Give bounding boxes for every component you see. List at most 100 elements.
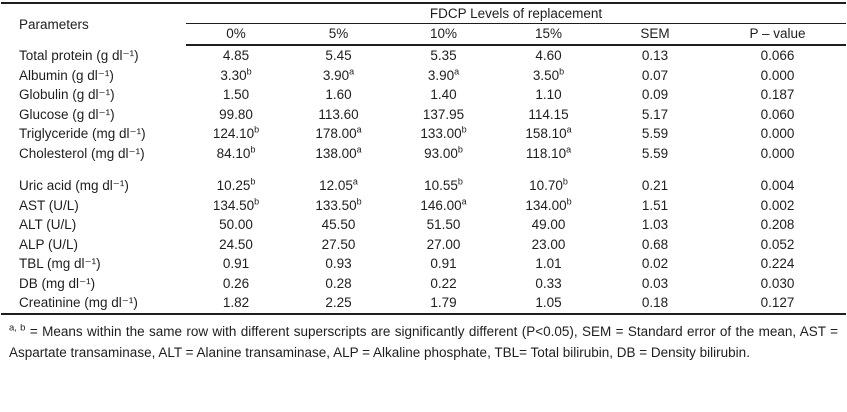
value-cell: 1.79	[391, 293, 496, 314]
value-cell: 0.68	[601, 235, 709, 255]
value-cell: 133.00b	[391, 124, 496, 144]
cell-value: 5.59	[641, 145, 669, 161]
cell-value: 178.00	[315, 126, 357, 141]
cell-value: 114.15	[528, 106, 569, 122]
value-cell: 0.000	[709, 144, 846, 164]
significance-superscript: b	[254, 124, 260, 135]
cell-value: 24.50	[219, 236, 253, 252]
biochemistry-table: Parameters FDCP Levels of replacement 0%…	[1, 2, 847, 315]
cell-value: 0.052	[760, 236, 795, 252]
cell-value: 0.68	[641, 236, 669, 252]
table-row: Creatinine (mg dl⁻¹) 1.82 2.25 1.79 1.05 0.18…	[1, 293, 846, 314]
value-cell: 0.127	[709, 293, 846, 314]
value-cell: 178.00a	[286, 124, 391, 144]
value-cell: 0.030	[709, 274, 846, 294]
cell-value: 0.02	[641, 256, 669, 271]
row-parameter-label: AST (U/L)	[19, 197, 79, 213]
value-cell: 99.80	[186, 105, 286, 125]
footnote-superscript-prefix: a, b	[9, 322, 26, 333]
row-parameter-label: Total protein (g dl⁻¹)	[19, 47, 139, 63]
significance-superscript: b	[457, 176, 463, 187]
value-cell: 10.70b	[496, 176, 601, 196]
value-cell: 2.25	[286, 293, 391, 314]
significance-superscript: a	[356, 144, 362, 154]
cell-value: 0.21	[641, 178, 669, 193]
row-parameter-label: Glucose (g dl⁻¹)	[19, 106, 115, 122]
value-cell: 114.15	[496, 105, 601, 125]
fdcp-levels-spanner-header: FDCP Levels of replacement	[186, 3, 847, 24]
row-parameter-label: Albumin (g dl⁻¹)	[19, 67, 114, 83]
table-row: Glucose (g dl⁻¹) 99.80 113.60 137.95 114.15 5…	[1, 105, 846, 125]
value-cell: 5.59	[601, 124, 709, 144]
column-header-10pct: 10%	[391, 23, 496, 46]
cell-value: 0.93	[325, 256, 352, 271]
cell-value: 133.00	[420, 126, 462, 141]
significance-superscript: a	[356, 124, 362, 135]
cell-value: 93.00	[424, 145, 458, 161]
cell-value: 3.30	[220, 67, 247, 83]
cell-value: 12.05	[319, 178, 353, 193]
cell-value: 0.000	[760, 67, 795, 83]
row-parameter-label: TBL (mg dl⁻¹)	[19, 256, 101, 271]
cell-value: 0.187	[760, 87, 795, 102]
value-cell: 45.50	[286, 215, 391, 235]
cell-value: 0.060	[760, 106, 795, 122]
cell-value: 10.25	[216, 178, 251, 193]
cell-value: 5.45	[325, 48, 352, 63]
value-cell: 0.26	[186, 274, 286, 294]
value-cell: 5.45	[286, 45, 391, 66]
value-cell: 10.55b	[391, 176, 496, 196]
cell-value: 4.60	[535, 48, 562, 63]
significance-superscript: b	[457, 144, 463, 154]
cell-value: 0.127	[760, 295, 795, 310]
cell-value: 10.70	[529, 178, 563, 193]
value-cell: 138.00a	[286, 144, 391, 164]
row-parameter-label: Creatinine (mg dl⁻¹)	[19, 295, 138, 310]
value-cell: 1.51	[601, 196, 709, 216]
cell-value: 0.91	[222, 256, 250, 271]
cell-value: 158.10	[525, 126, 567, 141]
significance-superscript: b	[246, 66, 252, 76]
value-cell: 118.10a	[496, 144, 601, 164]
cell-value: 1.10	[535, 87, 562, 102]
table-page: Parameters FDCP Levels of replacement 0%…	[1, 0, 847, 364]
cell-value: 0.91	[430, 256, 457, 271]
value-cell: 1.50	[186, 85, 286, 105]
value-cell: 0.224	[709, 254, 846, 274]
footnote-text: = Means within the same row with differe…	[9, 323, 838, 361]
row-parameter-label: ALT (U/L)	[19, 217, 77, 232]
value-cell: 0.060	[709, 105, 846, 125]
cell-value: 134.50	[212, 197, 255, 213]
table-row: ALP (U/L) 24.50 27.50 27.00 23.00 0.68 0.052	[1, 235, 846, 255]
cell-value: 2.25	[325, 295, 352, 310]
value-cell: 5.35	[391, 45, 496, 66]
value-cell: 24.50	[186, 235, 286, 255]
value-cell: 0.93	[286, 254, 391, 274]
table-row: Albumin (g dl⁻¹) 3.30b 3.90a 3.90a 3.50b 0.07…	[1, 66, 846, 86]
value-cell: 12.05a	[286, 176, 391, 196]
cell-value: 1.40	[430, 87, 457, 102]
value-cell: 133.50b	[286, 196, 391, 216]
significance-superscript: b	[356, 196, 362, 206]
value-cell: 0.07	[601, 66, 709, 86]
value-cell: 1.05	[496, 293, 601, 314]
cell-value: 134.00	[525, 197, 567, 213]
table-row: Globulin (g dl⁻¹) 1.50 1.60 1.40 1.10 0.09 0.1…	[1, 85, 846, 105]
cell-value: 0.13	[641, 48, 669, 63]
value-cell: 23.00	[496, 235, 601, 255]
value-cell: 0.004	[709, 176, 846, 196]
cell-value: 0.002	[760, 197, 795, 213]
value-cell: 0.000	[709, 66, 846, 86]
value-cell: 3.90a	[391, 66, 496, 86]
value-cell: 0.22	[391, 274, 496, 294]
header-columns-row: 0% 5% 10% 15% SEM P – value	[1, 23, 847, 46]
value-cell: 0.13	[601, 45, 709, 66]
table-row: Cholesterol (mg dl⁻¹) 84.10b 138.00a 93.00b…	[1, 144, 846, 164]
cell-value: 99.80	[219, 106, 253, 122]
significance-superscript: a	[566, 144, 572, 154]
cell-value: 50.00	[219, 217, 253, 232]
cell-value: 3.90	[322, 67, 350, 83]
cell-value: 137.95	[422, 106, 465, 122]
parameters-column-header: Parameters	[19, 17, 89, 32]
cell-value: 51.50	[426, 217, 461, 232]
